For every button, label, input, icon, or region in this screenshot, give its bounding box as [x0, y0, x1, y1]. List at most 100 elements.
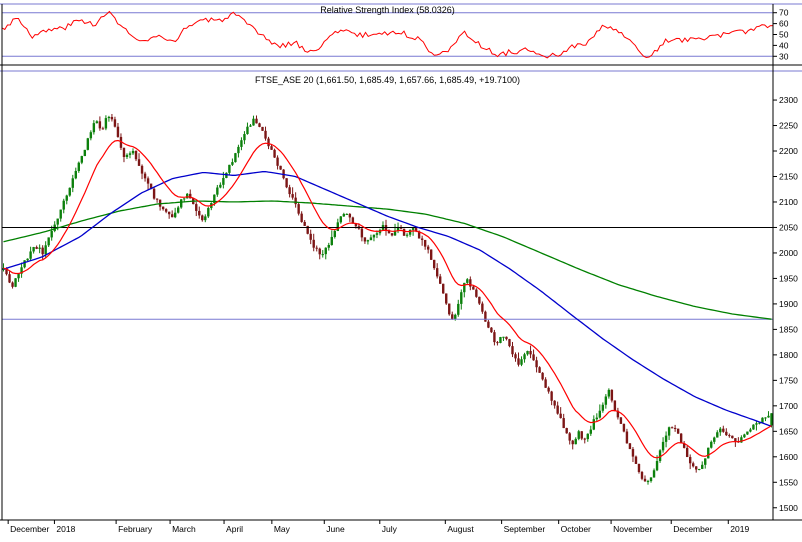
candle-body: [610, 389, 614, 401]
candle-body: [387, 230, 391, 234]
candle-body: [41, 247, 44, 255]
candle-body: [439, 276, 442, 284]
candle-body: [532, 354, 535, 361]
candle-body: [255, 118, 258, 124]
candle-body: [405, 234, 409, 236]
candle-body: [222, 177, 225, 185]
candle-body: [110, 116, 114, 120]
candle-body: [393, 230, 397, 236]
candle-body: [523, 354, 526, 360]
candle-body: [300, 213, 303, 222]
candle-body: [517, 358, 520, 365]
candle-body: [101, 128, 105, 130]
candle-body: [583, 438, 586, 440]
candle-body: [420, 238, 424, 240]
candle-body: [237, 146, 240, 154]
x-tick-label: 2019: [730, 524, 749, 534]
candle-body: [435, 268, 439, 277]
candle-body: [306, 225, 309, 234]
candle-body: [198, 210, 201, 216]
x-tick-label: September: [504, 524, 546, 534]
candle-body: [685, 447, 689, 458]
candle-body: [493, 332, 496, 343]
price-y-tick-label: 2200: [779, 146, 798, 156]
candle-body: [140, 165, 144, 174]
x-tick-label: July: [382, 524, 398, 534]
candle-body: [601, 404, 605, 411]
candle-body: [291, 194, 294, 198]
candle-body: [219, 184, 222, 188]
price-y-tick-label: 1850: [779, 324, 798, 334]
candle-body: [722, 428, 725, 432]
candle-body: [143, 173, 147, 179]
rsi-y-tick-label: 40: [779, 40, 789, 50]
candle-body: [312, 239, 315, 248]
candle-body: [122, 147, 126, 157]
candle-body: [372, 234, 376, 238]
candle-body: [246, 126, 249, 135]
candle-body: [327, 244, 330, 248]
candle-body: [83, 149, 87, 157]
candle-body: [514, 354, 517, 359]
candle-body: [719, 428, 722, 433]
candle-body: [116, 126, 120, 137]
candle-body: [270, 146, 273, 150]
candle-body: [607, 389, 611, 397]
candle-body: [761, 417, 764, 423]
candle-body: [568, 433, 571, 441]
candle-body: [562, 418, 565, 429]
candle-body: [758, 422, 761, 424]
candle-body: [176, 207, 180, 213]
candle-body: [490, 327, 493, 333]
candle-body: [50, 230, 53, 238]
candle-body: [146, 178, 150, 184]
candle-body: [104, 118, 108, 129]
candle-body: [29, 251, 32, 259]
candle-body: [676, 428, 680, 434]
candle-body: [107, 116, 111, 119]
candle-body: [173, 212, 177, 218]
candle-body: [764, 417, 767, 419]
candle-body: [586, 433, 589, 440]
candle-body: [342, 214, 346, 217]
candle-body: [535, 360, 538, 368]
candle-body: [451, 314, 454, 320]
candle-body: [65, 195, 68, 201]
candle-body: [297, 204, 300, 214]
candle-body: [695, 466, 698, 470]
x-tick-label: December: [673, 524, 712, 534]
candle-body: [664, 435, 668, 442]
ma-fast-red: [3, 139, 772, 459]
candle-body: [125, 154, 129, 157]
candle-body: [315, 247, 318, 249]
candle-body: [303, 221, 306, 226]
candle-body: [249, 125, 252, 127]
candle-body: [526, 350, 529, 355]
candle-body: [565, 428, 568, 434]
price-y-tick-label: 1500: [779, 503, 798, 513]
candle-body: [77, 162, 80, 171]
price-y-tick-label: 1700: [779, 401, 798, 411]
candle-body: [11, 282, 14, 287]
candle-body: [628, 443, 632, 450]
candle-body: [261, 126, 264, 131]
rsi-y-tick-label: 60: [779, 19, 789, 29]
candle-body: [631, 449, 635, 457]
candle-body: [426, 246, 430, 250]
candle-body: [279, 165, 282, 170]
candle-body: [445, 293, 448, 304]
candle-body: [318, 248, 321, 255]
rsi-y-tick-label: 50: [779, 30, 789, 40]
x-tick-label: May: [274, 524, 291, 534]
candle-body: [553, 400, 556, 406]
candle-body: [273, 149, 276, 158]
candle-body: [661, 441, 665, 451]
candle-body: [529, 350, 532, 355]
candle-body: [98, 121, 102, 129]
candle-body: [95, 121, 99, 124]
candle-body: [499, 337, 502, 343]
candle-body: [113, 119, 117, 127]
candle-body: [207, 208, 210, 217]
